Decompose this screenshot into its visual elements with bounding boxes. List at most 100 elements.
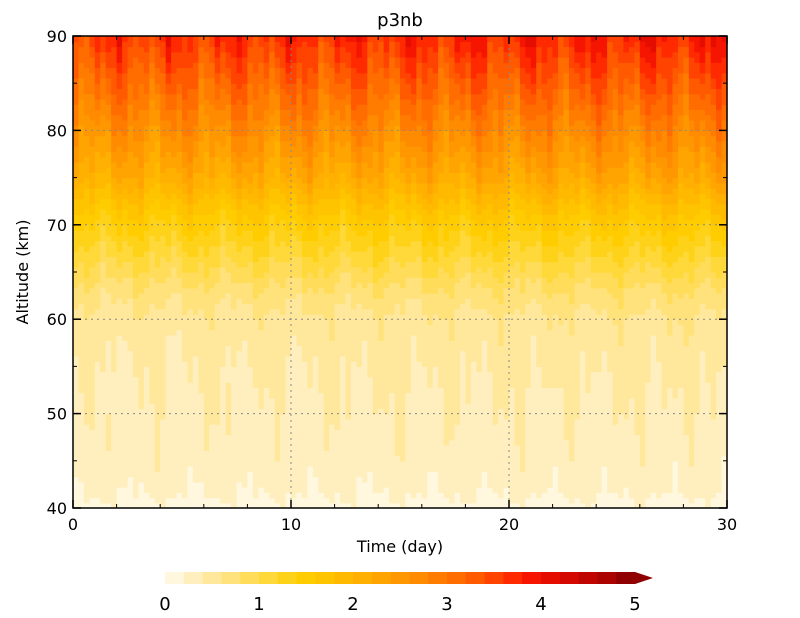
heatmap-cell	[307, 450, 314, 457]
heatmap-cell	[203, 361, 210, 367]
heatmap-cell	[421, 502, 428, 509]
heatmap-cell	[612, 445, 619, 451]
heatmap-cell	[176, 460, 183, 467]
heatmap-cell	[198, 313, 205, 320]
heatmap-cell	[639, 466, 646, 472]
heatmap-cell	[509, 329, 516, 336]
heatmap-cell	[187, 492, 194, 499]
heatmap-cell	[231, 298, 238, 305]
heatmap-cell	[618, 308, 625, 315]
heatmap-cell	[203, 434, 210, 441]
heatmap-cell	[623, 308, 630, 315]
heatmap-cell	[122, 319, 129, 326]
heatmap-cell	[596, 308, 603, 315]
heatmap-cell	[334, 450, 341, 457]
heatmap-cell	[154, 303, 161, 310]
heatmap-cell	[410, 298, 417, 305]
heatmap-cell	[383, 487, 390, 493]
heatmap-cell	[280, 324, 287, 331]
heatmap-cell	[312, 424, 319, 430]
heatmap-cell	[470, 418, 477, 425]
heatmap-cell	[83, 429, 90, 436]
heatmap-cell	[291, 324, 298, 331]
heatmap-cell	[231, 408, 238, 415]
heatmap-cell	[421, 392, 428, 399]
heatmap-cell	[509, 345, 516, 352]
heatmap-cell	[585, 355, 592, 362]
heatmap-cell	[699, 397, 706, 404]
heatmap-cell	[699, 345, 706, 352]
heatmap-cell	[699, 382, 706, 388]
heatmap-cell	[634, 450, 641, 457]
heatmap-cell	[618, 345, 625, 352]
heatmap-cell	[122, 434, 129, 441]
heatmap-cell	[394, 492, 401, 499]
heatmap-cell	[345, 350, 352, 357]
heatmap-cell	[410, 413, 417, 420]
heatmap-cell	[274, 376, 281, 383]
heatmap-cell	[367, 340, 374, 347]
heatmap-cell	[481, 471, 488, 478]
heatmap-cell	[574, 319, 581, 326]
heatmap-cell	[241, 497, 248, 504]
heatmap-cell	[334, 418, 341, 425]
heatmap-cell	[122, 392, 129, 399]
heatmap-cell	[677, 324, 684, 331]
heatmap-cell	[198, 371, 205, 378]
heatmap-cell	[372, 319, 379, 326]
heatmap-cell	[149, 434, 156, 441]
heatmap-cell	[160, 324, 167, 331]
heatmap-cell	[367, 424, 374, 430]
heatmap-cell	[667, 355, 674, 362]
heatmap-cell	[100, 397, 107, 404]
heatmap-cell	[182, 424, 189, 430]
heatmap-cell	[160, 455, 167, 462]
heatmap-cell	[563, 350, 570, 357]
heatmap-cell	[231, 319, 238, 326]
heatmap-cell	[383, 434, 390, 441]
heatmap-cell	[596, 445, 603, 451]
heatmap-cell	[421, 497, 428, 504]
heatmap-cell	[596, 355, 603, 362]
heatmap-cell	[628, 455, 635, 462]
heatmap-cell	[149, 308, 156, 315]
heatmap-cell	[514, 292, 521, 299]
heatmap-cell	[661, 455, 668, 462]
heatmap-cell	[590, 397, 597, 404]
heatmap-cell	[301, 376, 308, 383]
heatmap-cell	[672, 340, 679, 347]
heatmap-cell	[677, 487, 684, 493]
heatmap-cell	[465, 502, 472, 509]
heatmap-cell	[78, 481, 85, 488]
heatmap-cell	[154, 324, 161, 331]
heatmap-cell	[645, 371, 652, 378]
heatmap-cell	[596, 487, 603, 493]
heatmap-cell	[160, 466, 167, 472]
heatmap-cell	[503, 313, 510, 320]
heatmap-cell	[400, 466, 407, 472]
heatmap-cell	[612, 303, 619, 310]
heatmap-cell	[171, 481, 178, 488]
heatmap-cell	[634, 319, 641, 326]
heatmap-cell	[111, 418, 118, 425]
heatmap-cell	[171, 403, 178, 409]
heatmap-cell	[667, 466, 674, 472]
heatmap-cell	[340, 439, 347, 446]
heatmap-cell	[427, 355, 434, 362]
heatmap-cell	[312, 376, 319, 383]
heatmap-cell	[149, 481, 156, 488]
heatmap-cell	[350, 450, 357, 457]
heatmap-cell	[530, 371, 537, 378]
heatmap-cell	[116, 376, 123, 383]
heatmap-cell	[705, 466, 712, 472]
heatmap-cell	[721, 340, 728, 347]
heatmap-cell	[83, 487, 90, 493]
heatmap-cell	[176, 334, 183, 341]
heatmap-cell	[116, 429, 123, 436]
heatmap-cell	[634, 292, 641, 299]
heatmap-cell	[192, 298, 199, 305]
heatmap-cell	[601, 298, 608, 305]
heatmap-cell	[568, 319, 575, 326]
heatmap-cell	[361, 361, 368, 367]
heatmap-cell	[405, 445, 412, 451]
